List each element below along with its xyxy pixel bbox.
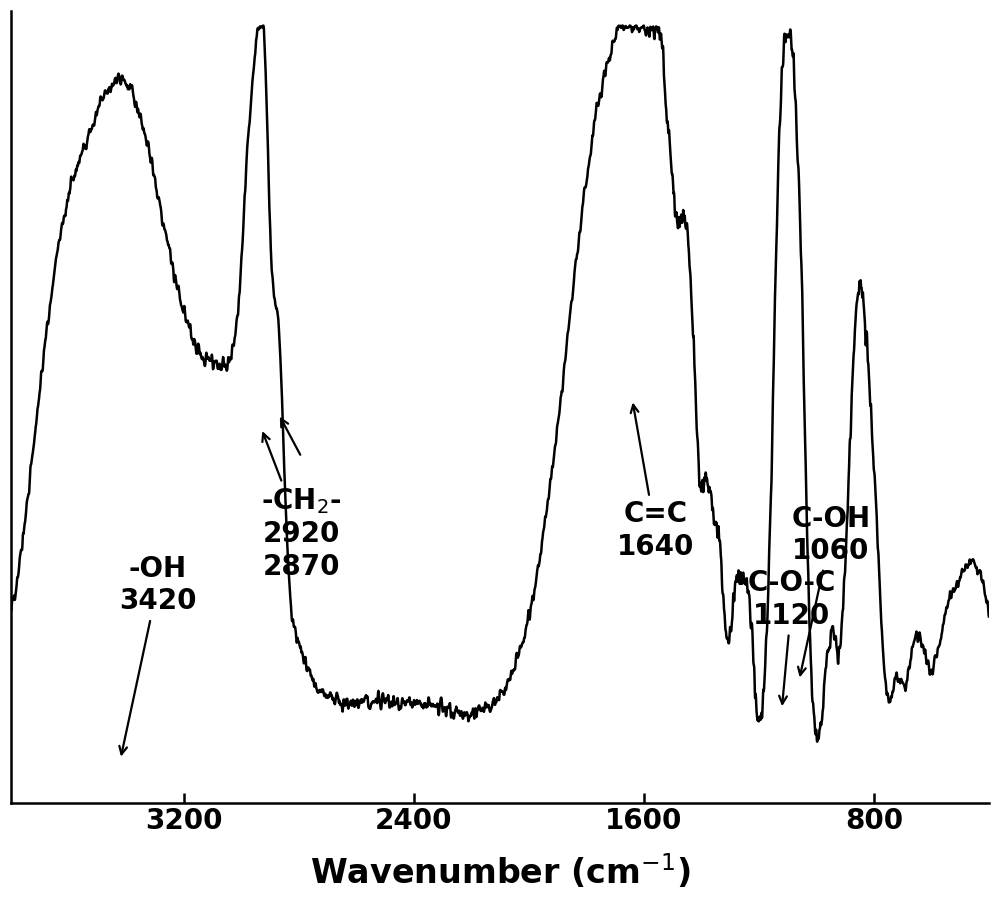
Text: -CH$_2$-
2920
2870: -CH$_2$- 2920 2870 — [261, 433, 342, 581]
Text: -OH
3420: -OH 3420 — [119, 555, 197, 754]
Text: C=C
1640: C=C 1640 — [617, 405, 694, 561]
X-axis label: Wavenumber (cm$^{-1}$): Wavenumber (cm$^{-1}$) — [310, 852, 690, 891]
Text: C-OH
1060: C-OH 1060 — [791, 505, 870, 675]
Text: C-O-C
1120: C-O-C 1120 — [748, 569, 836, 704]
